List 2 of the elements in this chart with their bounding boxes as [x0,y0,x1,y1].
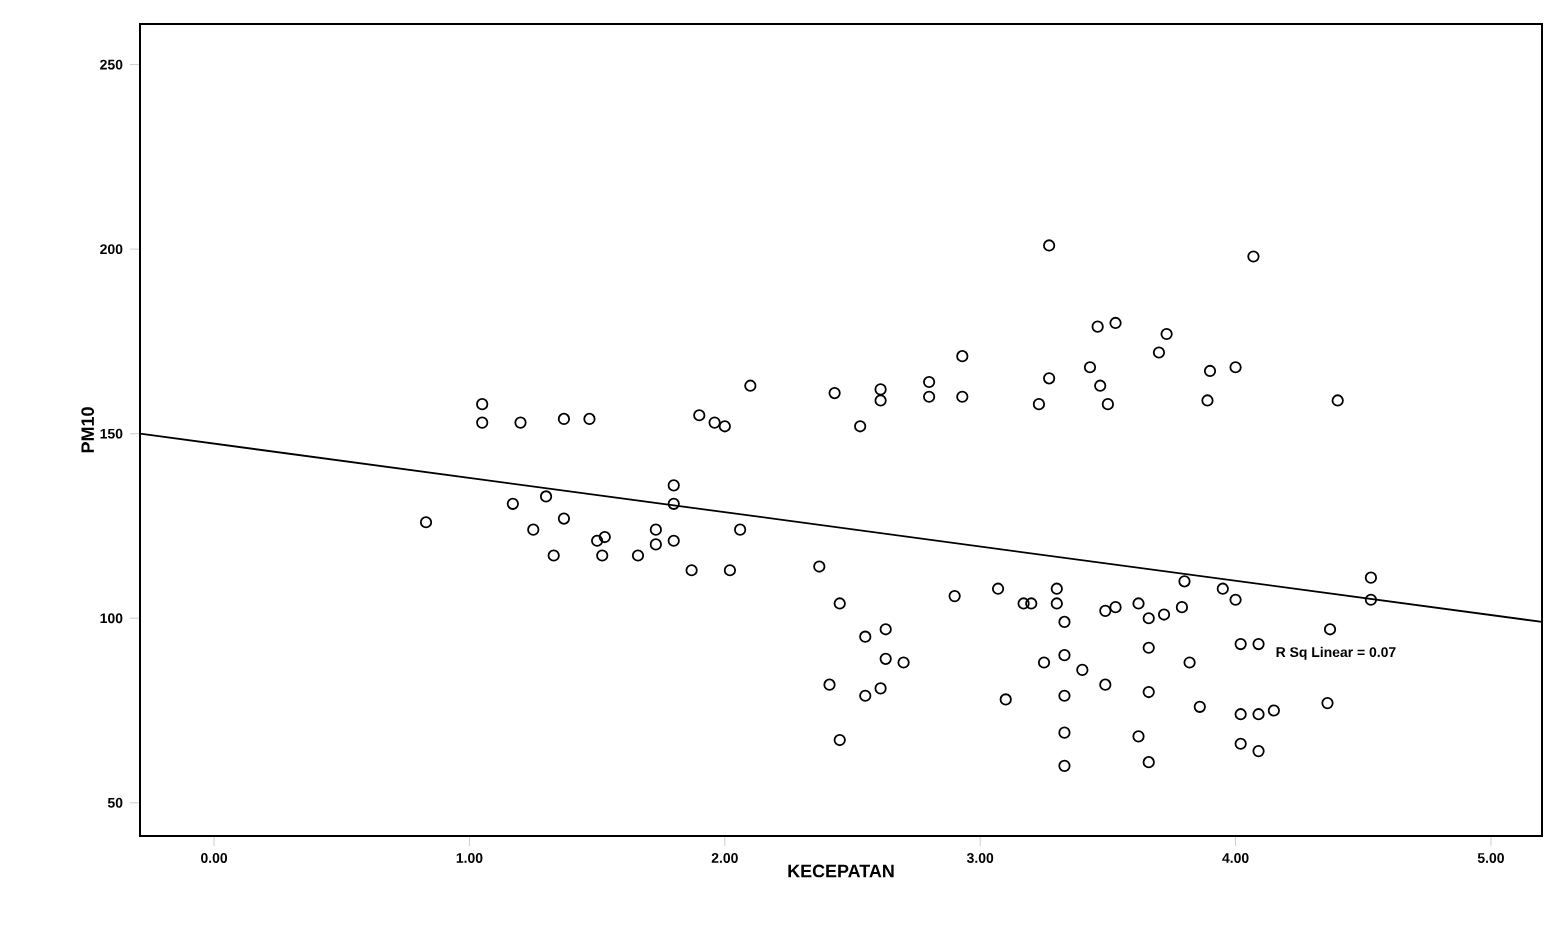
y-axis-title: PM10 [81,407,95,453]
x-axis-title: KECEPATAN [788,864,894,878]
